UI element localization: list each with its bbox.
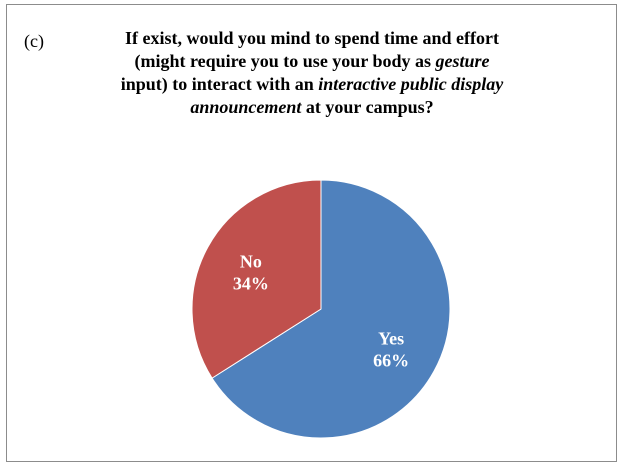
chart-title: If exist, would you mind to spend time a… bbox=[67, 27, 557, 119]
title-line-3-italic: interactive public display bbox=[318, 74, 504, 94]
pie-slice-yes bbox=[211, 179, 451, 439]
title-line-4: at your campus? bbox=[301, 97, 434, 117]
title-line-4-italic: announcement bbox=[190, 97, 302, 117]
pie-label-yes-name: Yes bbox=[378, 329, 404, 349]
title-line-2-italic: gesture bbox=[435, 51, 490, 71]
panel-label: (c) bbox=[24, 31, 44, 51]
pie-label-no-percent: 34% bbox=[233, 273, 269, 293]
pie-label-yes-percent: 66% bbox=[373, 351, 409, 371]
pie-label-no-name: No bbox=[240, 251, 262, 271]
title-line-3: input) to interact with an bbox=[120, 74, 319, 94]
title-line-1: If exist, would you mind to spend time a… bbox=[124, 28, 500, 48]
pie-slice-no bbox=[191, 179, 322, 379]
title-line-2: (might require you to use your body as bbox=[134, 51, 436, 71]
